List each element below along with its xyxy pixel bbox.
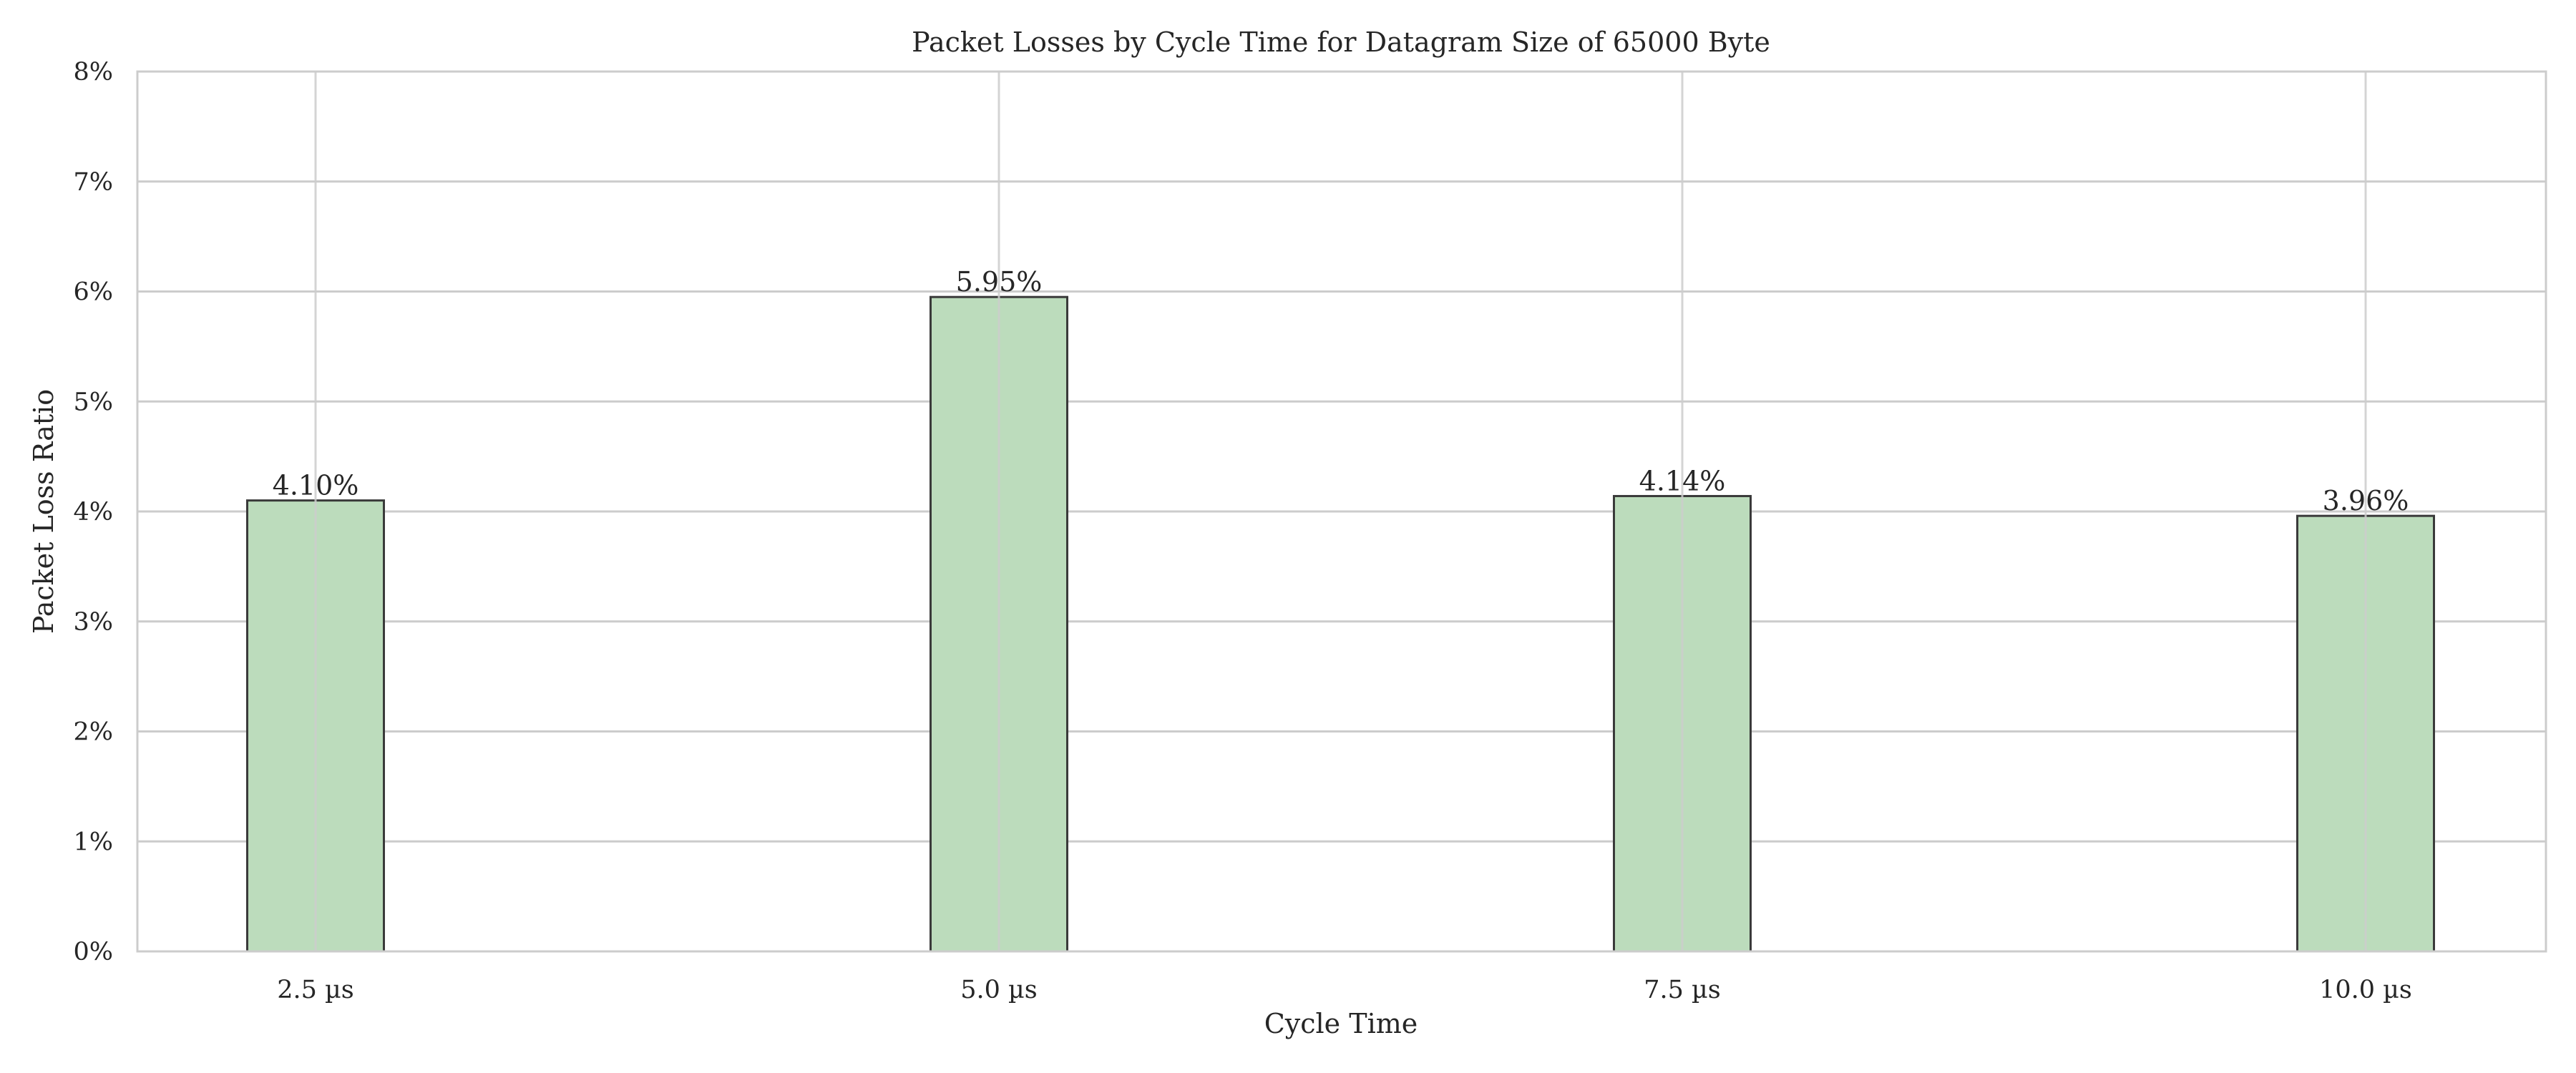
bar-value-label: 4.10% — [273, 470, 359, 501]
x-tick-label: 10.0 µs — [2319, 976, 2412, 1004]
bar-value-label: 3.96% — [2323, 485, 2409, 516]
x-tick-labels: 2.5 µs 5.0 µs 7.5 µs 10.0 µs — [277, 976, 2412, 1004]
y-tick-label: 0% — [73, 938, 113, 966]
y-tick-label: 1% — [73, 828, 113, 856]
data-labels: 4.10% 5.95% 4.14% 3.96% — [273, 266, 2409, 516]
x-tick-label: 2.5 µs — [277, 976, 354, 1004]
y-tick-label: 5% — [73, 388, 113, 416]
y-tick-label: 3% — [73, 608, 113, 637]
y-tick-label: 2% — [73, 718, 113, 747]
y-tick-label: 6% — [73, 278, 113, 307]
bar-value-label: 4.14% — [1639, 465, 1726, 496]
bars — [246, 295, 2435, 953]
x-axis-label: Cycle Time — [1264, 1008, 1418, 1039]
gridlines — [137, 70, 2546, 953]
y-axis-label: Packet Loss Ratio — [28, 389, 59, 634]
x-tick-label: 7.5 µs — [1644, 976, 1721, 1004]
chart-title: Packet Losses by Cycle Time for Datagram… — [912, 26, 1770, 58]
plot-frame — [136, 70, 2547, 953]
y-tick-label: 7% — [73, 168, 113, 197]
bar-value-label: 5.95% — [956, 266, 1043, 298]
y-tick-label: 4% — [73, 498, 113, 526]
vertical-gridlines — [314, 72, 2367, 951]
y-tick-label: 8% — [73, 58, 113, 87]
y-tick-labels: 0% 1% 2% 3% 4% 5% 6% 7% 8% — [73, 58, 113, 966]
x-tick-label: 5.0 µs — [960, 976, 1038, 1004]
